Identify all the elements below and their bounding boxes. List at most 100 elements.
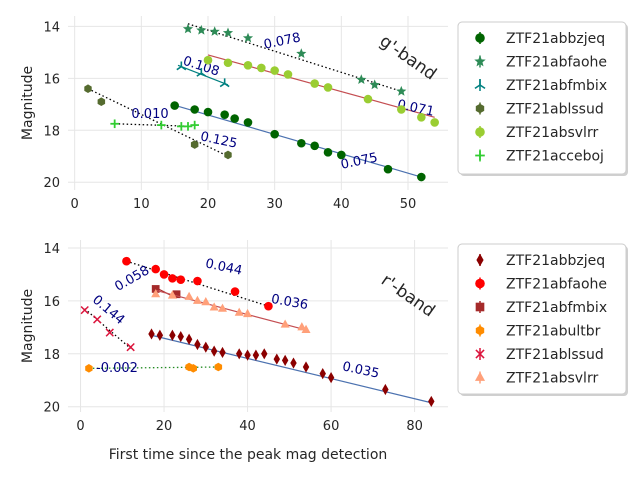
data-point bbox=[172, 290, 181, 299]
y-tick-label: 14 bbox=[43, 20, 60, 35]
data-point bbox=[234, 307, 244, 316]
series-ZTF21abbzjeq: 0.075 bbox=[170, 101, 426, 182]
data-point bbox=[356, 74, 367, 84]
data-point bbox=[97, 97, 106, 106]
legend-entry: ZTF21abultbr bbox=[475, 324, 601, 340]
data-point bbox=[182, 23, 194, 34]
data-point bbox=[257, 63, 266, 73]
fit-line bbox=[114, 123, 195, 128]
data-point bbox=[219, 78, 230, 88]
legend-entry: ZTF21absvlrr bbox=[475, 125, 598, 141]
legend-label: ZTF21acceboj bbox=[506, 149, 604, 165]
data-point bbox=[168, 274, 177, 283]
legend-marker bbox=[475, 127, 485, 137]
legend-label: ZTF21ablssud bbox=[506, 102, 604, 118]
data-point bbox=[270, 129, 279, 139]
data-point bbox=[243, 118, 253, 127]
data-point bbox=[270, 66, 279, 75]
data-point bbox=[310, 79, 319, 88]
legend-entry: ZTF21ablssud bbox=[475, 347, 604, 363]
legend-label: ZTF21abfaohe bbox=[506, 55, 607, 71]
data-point bbox=[176, 275, 186, 284]
data-point bbox=[202, 341, 210, 353]
marker-arm bbox=[126, 342, 135, 352]
marker-arm bbox=[475, 349, 485, 359]
legend-label: ZTF21absvlrr bbox=[506, 371, 598, 387]
legend: ZTF21abbzjeq ZTF21abfaohe ZTF21abfmbix ZTF2… bbox=[457, 243, 628, 396]
legend: ZTF21abbzjeq ZTF21abfaohe ZTF21abfmbix ZTF2… bbox=[457, 21, 628, 176]
y-tick-label: 14 bbox=[43, 242, 60, 257]
data-point bbox=[193, 276, 202, 286]
data-point bbox=[194, 338, 201, 351]
data-point bbox=[196, 67, 207, 77]
data-point bbox=[243, 61, 253, 70]
data-point bbox=[190, 140, 199, 149]
x-tick-label: 40 bbox=[239, 419, 256, 434]
slope-label: 0.010 bbox=[131, 107, 168, 122]
fit-line bbox=[187, 23, 402, 92]
fit-line bbox=[88, 366, 219, 369]
legend-label: ZTF21abfmbix bbox=[506, 300, 607, 316]
marker-arm bbox=[180, 65, 187, 71]
legend-marker bbox=[475, 349, 485, 359]
data-point bbox=[185, 333, 193, 345]
data-point bbox=[383, 164, 393, 174]
marker-arm bbox=[176, 65, 182, 71]
x-tick-label: 80 bbox=[406, 419, 423, 434]
data-point bbox=[85, 364, 93, 373]
y-tick-label: 16 bbox=[43, 295, 60, 310]
data-point bbox=[280, 319, 290, 328]
data-point bbox=[214, 362, 223, 372]
data-point bbox=[184, 291, 194, 300]
data-point bbox=[337, 150, 346, 160]
legend-label: ZTF21absvlrr bbox=[506, 125, 598, 141]
panel-g-band: 0 10 20 30 40 5014161820Magnitudeg'-band0.075… bbox=[20, 16, 628, 212]
data-point bbox=[156, 329, 164, 341]
data-point bbox=[151, 285, 160, 293]
data-point bbox=[220, 110, 229, 119]
data-point bbox=[319, 368, 326, 380]
data-point bbox=[323, 83, 333, 92]
y-tick-label: 18 bbox=[43, 124, 60, 139]
x-tick-label: 40 bbox=[333, 197, 350, 212]
data-point bbox=[217, 303, 228, 312]
legend-entry: ZTF21abfaohe bbox=[475, 277, 607, 293]
marker-arm bbox=[200, 72, 207, 77]
legend-entry: ZTF21abfmbix bbox=[474, 78, 607, 94]
legend-entry: ZTF21abfmbix bbox=[475, 300, 607, 316]
fit-line bbox=[171, 103, 422, 178]
legend-marker bbox=[475, 150, 485, 161]
x-tick-label: 20 bbox=[156, 419, 173, 434]
data-point bbox=[273, 353, 281, 365]
marker-arm bbox=[105, 328, 114, 337]
legend-entry: ZTF21ablssud bbox=[475, 102, 604, 118]
data-point bbox=[397, 105, 406, 114]
data-point bbox=[310, 141, 319, 151]
series-ZTF21acceboj: 0.010 bbox=[110, 107, 199, 131]
x-tick-label: 20 bbox=[200, 197, 217, 212]
legend-label: ZTF21ablssud bbox=[506, 347, 604, 363]
data-point bbox=[176, 61, 187, 71]
legend-marker bbox=[475, 278, 485, 289]
data-point bbox=[219, 346, 226, 359]
y-tick-label: 16 bbox=[43, 72, 60, 87]
panel-r-band: 0 20 40 60 80 14 16 18 20 Magnitude First time sin… bbox=[20, 240, 628, 463]
y-tick-label: 18 bbox=[43, 348, 60, 363]
marker-arm bbox=[219, 82, 226, 88]
series-ZTF21absvlrr: 0.036 bbox=[151, 289, 311, 333]
x-tick-label: 10 bbox=[133, 197, 150, 212]
data-point bbox=[80, 305, 89, 315]
marker-arm bbox=[224, 82, 230, 88]
marker-arm bbox=[93, 315, 102, 324]
data-point bbox=[167, 290, 177, 299]
data-point bbox=[122, 256, 131, 266]
slope-label: 0.036 bbox=[270, 292, 309, 313]
data-point bbox=[296, 48, 307, 58]
series-ZTF21absvlrr: 0.071 bbox=[203, 54, 439, 127]
data-point bbox=[192, 295, 202, 304]
data-point bbox=[230, 287, 240, 296]
data-point bbox=[428, 395, 435, 408]
data-point bbox=[210, 345, 218, 357]
data-point bbox=[159, 270, 169, 279]
legend-label: ZTF21abultbr bbox=[506, 324, 601, 340]
